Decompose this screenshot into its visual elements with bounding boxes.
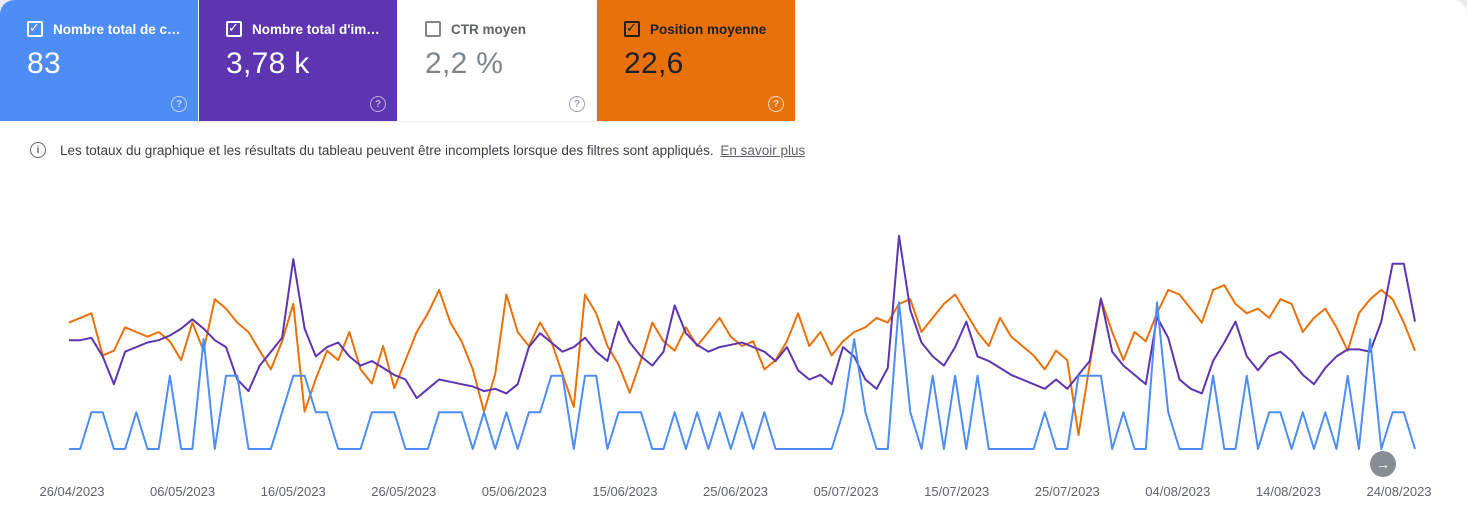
help-icon[interactable]: ? [569,96,585,112]
card-average-position[interactable]: Position moyenne 22,6 ? [597,0,795,121]
x-axis-label: 04/08/2023 [1145,484,1211,499]
learn-more-link[interactable]: En savoir plus [720,142,806,158]
average-ctr-value: 2,2 % [425,47,504,80]
impressions-checkbox[interactable] [226,21,242,37]
x-axis-label: 25/06/2023 [702,484,769,499]
next-dates-button[interactable]: → [1370,451,1396,477]
ctr-checkbox[interactable] [425,21,441,37]
card-total-impressions-header: Nombre total d'im… [226,21,389,37]
series-line-nombre-impressions [69,234,1416,400]
help-icon[interactable]: ? [171,96,187,112]
x-axis-label: 15/06/2023 [592,484,658,499]
series-line-nombre-clics [69,301,1416,450]
card-average-ctr-header: CTR moyen [425,21,588,37]
x-axis-label: 14/08/2023 [1255,484,1321,499]
x-axis-label: 24/08/2023 [1366,484,1432,499]
series-line-position-moyenne [68,284,1416,436]
x-axis-label: 05/07/2023 [813,484,879,499]
card-label: Position moyenne [650,21,767,37]
average-position-value: 22,6 [624,47,684,80]
x-axis-label: 15/07/2023 [924,484,990,499]
card-total-clicks-header: Nombre total de c… [27,21,190,37]
help-icon[interactable]: ? [370,96,386,112]
x-axis: 26/04/2023 06/05/2023 16/05/2023 26/05/2023… [0,484,1467,504]
card-label: Nombre total d'im… [252,21,380,37]
clicks-checkbox[interactable] [27,21,43,37]
card-average-ctr[interactable]: CTR moyen 2,2 % ? [398,0,596,121]
help-icon[interactable]: ? [768,96,784,112]
card-label: CTR moyen [451,21,527,37]
filters-notice: i Les totaux du graphique et les résulta… [30,142,805,158]
notice-text: Les totaux du graphique et les résultats… [60,142,806,158]
x-axis-label: 06/05/2023 [150,484,216,499]
total-clicks-value: 83 [27,47,61,80]
performance-chart[interactable] [0,165,1467,485]
info-icon: i [30,142,46,158]
x-axis-label: 25/07/2023 [1034,484,1100,499]
x-axis-label: 26/05/2023 [371,484,437,499]
x-axis-label: 26/04/2023 [39,484,105,499]
card-total-impressions[interactable]: Nombre total d'im… 3,78 k ? [199,0,397,121]
total-impressions-value: 3,78 k [226,47,310,80]
position-checkbox[interactable] [624,21,640,37]
card-label: Nombre total de c… [53,21,181,37]
card-total-clicks[interactable]: Nombre total de c… 83 ? [0,0,198,121]
x-axis-label: 05/06/2023 [481,484,547,499]
card-average-position-header: Position moyenne [624,21,787,37]
x-axis-label: 16/05/2023 [260,484,326,499]
